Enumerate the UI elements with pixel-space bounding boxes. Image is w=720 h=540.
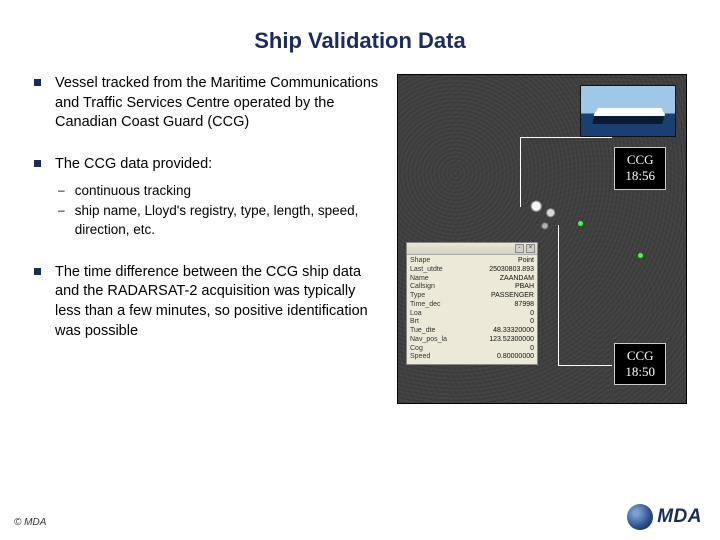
logo-text: MDA (657, 506, 702, 528)
attr-value: 25030803.893 (489, 266, 534, 275)
sub-bullet-item: – continuous tracking (58, 182, 379, 200)
image-column: CCG 18:56 CCG 18:50 - × ShapePointLast_u… (379, 74, 700, 404)
attr-key: Name (410, 275, 429, 284)
attribute-row: Cog 0 (410, 345, 534, 354)
sub-bullet-text: ship name, Lloyd's registry, type, lengt… (75, 202, 379, 238)
bullet-text: The time difference between the CCG ship… (55, 263, 379, 341)
attribute-body: Shape Point Last_utdte 25030803.893 Name ZAAN… (407, 255, 537, 364)
attr-key: Brt (410, 318, 419, 327)
attribute-row: Type PASSENGER (410, 292, 534, 301)
sub-bullet-text: continuous tracking (75, 182, 191, 200)
attribute-row: Name ZAANDAM (410, 275, 534, 284)
callout-line (558, 225, 559, 365)
callout-line (558, 365, 612, 366)
sar-image-panel: CCG 18:56 CCG 18:50 - × ShapePointLast_u… (397, 74, 687, 404)
globe-icon (627, 504, 653, 530)
content-area: Vessel tracked from the Maritime Communi… (0, 74, 720, 404)
attribute-row: Last_utdte 25030803.893 (410, 266, 534, 275)
bullet-text: The CCG data provided: (55, 155, 212, 175)
label-source: CCG (625, 348, 655, 364)
attr-value: 0 (530, 310, 534, 319)
label-time: 18:50 (625, 364, 655, 380)
attribute-row: Callsign PBAH (410, 283, 534, 292)
sub-bullet-group: – continuous tracking – ship name, Lloyd… (34, 182, 379, 239)
attr-value: 123.52300000 (489, 336, 534, 345)
bullet-item: The time difference between the CCG ship… (34, 263, 379, 341)
attr-value: Point (518, 257, 534, 266)
callout-line (520, 137, 612, 138)
attr-value: PASSENGER (491, 292, 534, 301)
attribute-row: Shape Point (410, 257, 534, 266)
close-icon: × (526, 244, 535, 253)
attr-key: Shape (410, 257, 430, 266)
attribute-row: Speed 0.80000000 (410, 353, 534, 362)
attr-value: 87998 (515, 301, 534, 310)
minimize-icon: - (515, 244, 524, 253)
attr-key: Callsign (410, 283, 435, 292)
ship-photo-inset (580, 85, 676, 137)
attr-key: Cog (410, 345, 423, 354)
attribute-row: Loa 0 (410, 310, 534, 319)
copyright-footer: © MDA (14, 517, 46, 528)
text-column: Vessel tracked from the Maritime Communi… (34, 74, 379, 404)
attr-key: Time_dec (410, 301, 440, 310)
attr-value: 0 (530, 318, 534, 327)
attr-value: 0.80000000 (497, 353, 534, 362)
attr-value: 48.33320000 (493, 327, 534, 336)
sub-bullet-item: – ship name, Lloyd's registry, type, len… (58, 202, 379, 238)
square-bullet-icon (34, 79, 41, 86)
attr-value: 0 (530, 345, 534, 354)
dash-bullet-icon: – (58, 183, 65, 197)
bullet-item: The CCG data provided: (34, 155, 379, 175)
square-bullet-icon (34, 160, 41, 167)
attribute-row: Time_dec 87998 (410, 301, 534, 310)
label-time: 18:56 (625, 168, 655, 184)
ccg-label-top: CCG 18:56 (614, 147, 666, 190)
target-dot-icon (578, 221, 583, 226)
attr-key: Tue_dte (410, 327, 435, 336)
attribute-row: Nav_pos_la 123.52300000 (410, 336, 534, 345)
attribute-row: Tue_dte 48.33320000 (410, 327, 534, 336)
attribute-window: - × ShapePointLast_utdte25030803.893Name… (406, 242, 538, 365)
ccg-label-bottom: CCG 18:50 (614, 343, 666, 386)
attr-key: Speed (410, 353, 430, 362)
attribute-row: Brt 0 (410, 318, 534, 327)
dash-bullet-icon: – (58, 203, 65, 217)
attr-value: ZAANDAM (500, 275, 534, 284)
square-bullet-icon (34, 268, 41, 275)
bullet-text: Vessel tracked from the Maritime Communi… (55, 74, 379, 133)
label-source: CCG (625, 152, 655, 168)
target-dot-icon (638, 253, 643, 258)
window-titlebar: - × (407, 243, 537, 255)
attr-value: PBAH (515, 283, 534, 292)
slide-title: Ship Validation Data (0, 0, 720, 74)
bullet-item: Vessel tracked from the Maritime Communi… (34, 74, 379, 133)
attr-key: Nav_pos_la (410, 336, 447, 345)
attr-key: Loa (410, 310, 422, 319)
attr-key: Type (410, 292, 425, 301)
mda-logo: MDA (627, 504, 702, 530)
callout-line (520, 137, 521, 207)
attr-key: Last_utdte (410, 266, 443, 275)
